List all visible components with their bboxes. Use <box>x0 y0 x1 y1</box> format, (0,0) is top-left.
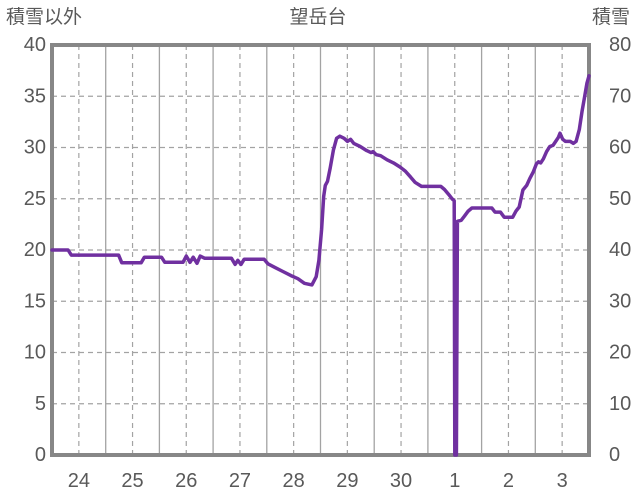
y-right-tick-label: 20 <box>609 342 631 364</box>
y-left-tick-label: 5 <box>35 393 46 415</box>
y-right-tick-label: 30 <box>609 290 631 312</box>
x-tick-label: 26 <box>175 470 197 492</box>
y-left-tick-label: 35 <box>24 85 46 107</box>
x-tick-label: 2 <box>503 470 514 492</box>
x-tick-label: 30 <box>390 470 412 492</box>
y-right-tick-label: 50 <box>609 188 631 210</box>
snow-depth-series-line <box>50 74 591 457</box>
x-tick-label: 27 <box>229 470 251 492</box>
y-left-tick-label: 20 <box>24 239 46 261</box>
right-axis-title: 積雪 <box>591 7 630 28</box>
y-left-tick-label: 10 <box>24 342 46 364</box>
x-tick-label: 1 <box>449 470 460 492</box>
x-tick-label: 25 <box>121 470 143 492</box>
y-right-tick-label: 60 <box>609 137 631 159</box>
y-right-tick-label: 10 <box>609 393 631 415</box>
y-left-tick-label: 30 <box>24 137 46 159</box>
y-left-tick-label: 40 <box>24 34 46 56</box>
y-right-tick-label: 80 <box>609 34 631 56</box>
y-right-tick-label: 0 <box>609 444 620 466</box>
y-left-tick-label: 0 <box>35 444 46 466</box>
y-left-tick-label: 25 <box>24 188 46 210</box>
y-right-tick-label: 70 <box>609 85 631 107</box>
x-tick-label: 24 <box>68 470 90 492</box>
y-right-tick-label: 40 <box>609 239 631 261</box>
x-tick-label: 3 <box>557 470 568 492</box>
x-tick-label: 29 <box>336 470 358 492</box>
left-axis-title: 積雪以外 <box>6 7 83 28</box>
y-left-tick-label: 15 <box>24 290 46 312</box>
chart-title: 望岳台 <box>289 7 347 28</box>
x-tick-label: 28 <box>283 470 305 492</box>
